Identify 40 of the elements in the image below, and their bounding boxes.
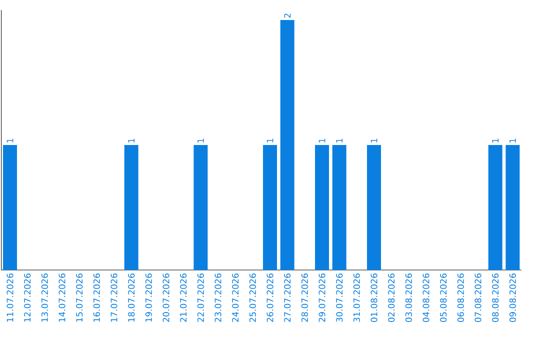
x-tick-label: 21.07.2026 bbox=[180, 274, 187, 322]
x-tick-label: 19.07.2026 bbox=[145, 274, 152, 322]
data-label: 1 bbox=[492, 138, 498, 142]
x-tick-label: 24.07.2026 bbox=[232, 274, 239, 322]
x-tick-label: 18.07.2026 bbox=[128, 274, 135, 322]
x-tick-label: 07.08.2026 bbox=[474, 274, 482, 322]
data-label: 1 bbox=[336, 138, 342, 142]
x-tick-label: 09.08.2026 bbox=[509, 274, 516, 322]
x-tick-label: 29.07.2026 bbox=[318, 274, 326, 322]
x-tick-label: 30.07.2026 bbox=[336, 274, 343, 322]
x-tick-label: 28.07.2026 bbox=[301, 274, 308, 322]
data-label: 2 bbox=[284, 14, 291, 18]
x-tick-label: 02.08.2026 bbox=[388, 274, 395, 322]
data-label: 1 bbox=[370, 138, 378, 142]
x-tick-label: 31.07.2026 bbox=[353, 274, 360, 322]
x-tick-label: 03.08.2026 bbox=[405, 274, 412, 322]
x-tick-label: 06.08.2026 bbox=[457, 274, 464, 322]
x-tick-label: 15.07.2026 bbox=[76, 274, 83, 322]
x-tick-label: 16.07.2026 bbox=[93, 274, 100, 322]
x-tick-label: 26.07.2026 bbox=[266, 274, 274, 322]
x-tick-label: 13.07.2026 bbox=[41, 274, 48, 322]
x-tick-label: 17.07.2026 bbox=[110, 274, 118, 322]
x-tick-label: 20.07.2026 bbox=[162, 274, 170, 322]
x-tick-label: 14.07.2026 bbox=[58, 274, 66, 322]
data-label: 1 bbox=[198, 138, 204, 142]
x-tick-label: 04.08.2026 bbox=[422, 274, 430, 322]
x-tick-label: 22.07.2026 bbox=[197, 274, 204, 322]
x-tick-label: 05.08.2026 bbox=[440, 274, 447, 322]
x-tick-label: 11.07.2026 bbox=[6, 274, 14, 322]
data-label: 1 bbox=[510, 138, 516, 142]
data-label: 1 bbox=[128, 138, 134, 142]
x-tick-label: 01.08.2026 bbox=[370, 274, 378, 322]
x-tick-label: 27.07.2026 bbox=[284, 274, 291, 322]
x-tick-label: 25.07.2026 bbox=[249, 274, 256, 322]
x-tick-label: 23.07.2026 bbox=[214, 274, 222, 322]
data-label: 1 bbox=[6, 138, 14, 142]
data-label: 1 bbox=[266, 138, 274, 142]
x-tick-label: 08.08.2026 bbox=[492, 274, 499, 322]
data-label: 1 bbox=[318, 138, 326, 142]
x-tick-label: 12.07.2026 bbox=[24, 274, 31, 322]
